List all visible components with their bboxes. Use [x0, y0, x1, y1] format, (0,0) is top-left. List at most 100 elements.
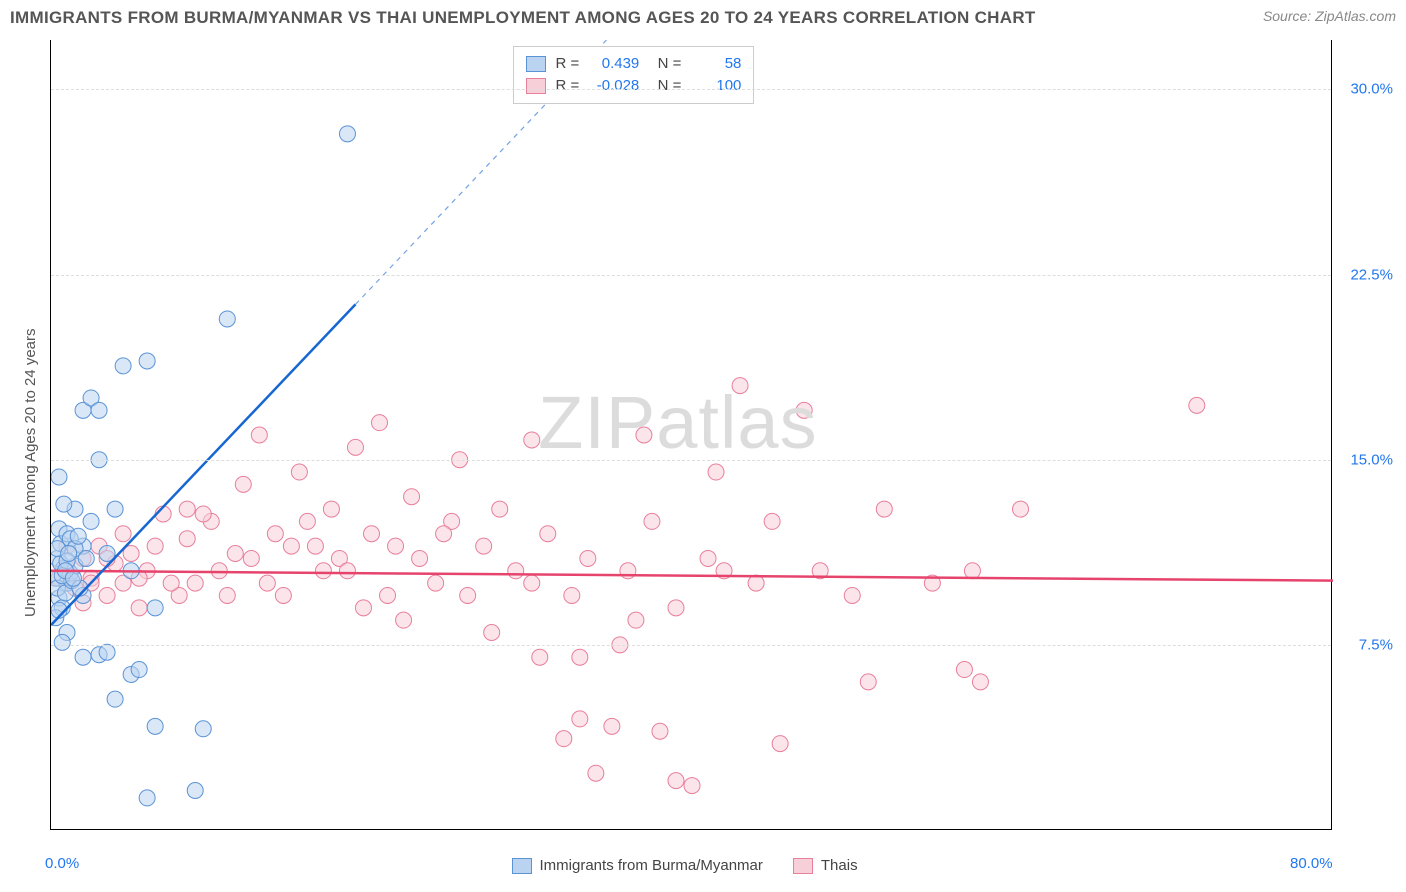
data-point [388, 538, 404, 554]
data-point [147, 538, 163, 554]
data-point [764, 513, 780, 529]
data-point [556, 731, 572, 747]
data-point [956, 662, 972, 678]
data-point [291, 464, 307, 480]
data-point [572, 711, 588, 727]
data-point [492, 501, 508, 517]
data-point [99, 644, 115, 660]
data-point [428, 575, 444, 591]
data-point [748, 575, 764, 591]
data-point [604, 718, 620, 734]
y-tick-label: 30.0% [1338, 81, 1393, 98]
data-point [307, 538, 323, 554]
gridline [51, 460, 1331, 461]
data-point [83, 513, 99, 529]
data-point [275, 587, 291, 603]
data-point [227, 546, 243, 562]
data-point [51, 469, 67, 485]
data-point [131, 600, 147, 616]
swatch-pink [793, 858, 813, 874]
data-point [187, 783, 203, 799]
x-tick-label: 80.0% [1290, 855, 1333, 872]
data-point [772, 736, 788, 752]
data-point [251, 427, 267, 443]
source-credit: Source: ZipAtlas.com [1263, 8, 1396, 24]
data-point [668, 600, 684, 616]
data-point [380, 587, 396, 603]
stats-row-pink: R = -0.028 N = 100 [526, 75, 742, 97]
data-point [524, 432, 540, 448]
data-point [484, 625, 500, 641]
data-point [243, 550, 259, 566]
data-point [339, 563, 355, 579]
swatch-pink [526, 78, 546, 94]
y-tick-label: 15.0% [1338, 451, 1393, 468]
data-point [54, 634, 70, 650]
data-point [163, 575, 179, 591]
data-point [708, 464, 724, 480]
data-point [580, 550, 596, 566]
data-point [540, 526, 556, 542]
data-point [195, 506, 211, 522]
data-point [283, 538, 299, 554]
data-point [70, 528, 86, 544]
n-label: N = [649, 53, 681, 75]
y-axis-label: Unemployment Among Ages 20 to 24 years [22, 328, 39, 617]
data-point [364, 526, 380, 542]
gridline [51, 645, 1331, 646]
data-point [99, 587, 115, 603]
data-point [235, 476, 251, 492]
data-point [652, 723, 668, 739]
data-point [404, 489, 420, 505]
data-point [796, 402, 812, 418]
data-point [211, 563, 227, 579]
data-point [219, 587, 235, 603]
r-label: R = [556, 75, 580, 97]
data-point [139, 353, 155, 369]
data-point [219, 311, 235, 327]
legend-item-blue: Immigrants from Burma/Myanmar [512, 857, 763, 874]
data-point [355, 600, 371, 616]
n-value-blue: 58 [691, 53, 741, 75]
data-point [65, 570, 81, 586]
data-point [195, 721, 211, 737]
data-point [876, 501, 892, 517]
data-point [1013, 501, 1029, 517]
n-label: N = [649, 75, 681, 97]
stats-row-blue: R = 0.439 N = 58 [526, 53, 742, 75]
series-legend: Immigrants from Burma/Myanmar Thais [512, 857, 858, 874]
r-label: R = [556, 53, 580, 75]
gridline [51, 275, 1331, 276]
data-point [187, 575, 203, 591]
data-point [107, 501, 123, 517]
plot-svg [51, 40, 1333, 830]
data-point [91, 402, 107, 418]
data-point [964, 563, 980, 579]
data-point [323, 501, 339, 517]
data-point [107, 691, 123, 707]
data-point [179, 501, 195, 517]
stats-legend: R = 0.439 N = 58 R = -0.028 N = 100 [513, 46, 755, 104]
chart-title: IMMIGRANTS FROM BURMA/MYANMAR VS THAI UN… [10, 8, 1036, 28]
data-point [508, 563, 524, 579]
data-point [636, 427, 652, 443]
gridline [51, 89, 1331, 90]
plot-area: ZIPatlas R = 0.439 N = 58 R = -0.028 N =… [50, 40, 1332, 830]
data-point [179, 531, 195, 547]
data-point [299, 513, 315, 529]
data-point [564, 587, 580, 603]
data-point [339, 126, 355, 142]
x-tick-label: 0.0% [45, 855, 79, 872]
data-point [315, 563, 331, 579]
data-point [476, 538, 492, 554]
y-tick-label: 7.5% [1338, 636, 1393, 653]
data-point [644, 513, 660, 529]
data-point [115, 526, 131, 542]
data-point [668, 773, 684, 789]
legend-item-pink: Thais [793, 857, 858, 874]
data-point [131, 662, 147, 678]
data-point [372, 415, 388, 431]
data-point [572, 649, 588, 665]
data-point [1189, 397, 1205, 413]
legend-label-blue: Immigrants from Burma/Myanmar [540, 857, 763, 874]
